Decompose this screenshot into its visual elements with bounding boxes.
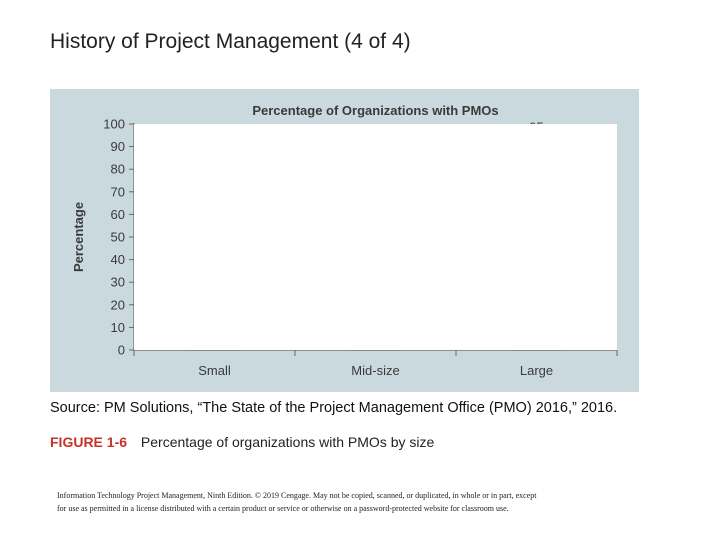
y-tick-label: 20 [111, 297, 125, 312]
figure-caption: FIGURE 1-6 Percentage of organizations w… [50, 434, 434, 450]
source-note: Source: PM Solutions, “The State of the … [50, 400, 618, 416]
y-tick-label: 100 [103, 117, 125, 132]
x-tick-label: Small [198, 363, 231, 378]
copyright-footer: Information Technology Project Managemen… [57, 489, 677, 515]
y-axis-label: Percentage [71, 202, 86, 272]
figure-label: FIGURE 1-6 [50, 434, 128, 450]
y-axis: 0 10 20 30 40 50 60 70 80 90 100 Percentage [71, 117, 135, 358]
y-tick-label: 0 [118, 343, 125, 358]
y-tick-label: 60 [111, 207, 125, 222]
figure-caption-text: Percentage of organizations with PMOs by… [140, 434, 435, 450]
x-axis: Small Mid-size Large [133, 349, 618, 378]
y-tick-label: 50 [111, 230, 125, 245]
y-tick-label: 70 [111, 184, 125, 199]
y-tick-label: 40 [111, 252, 125, 267]
y-tick-label: 10 [111, 320, 125, 335]
y-tick-label: 90 [111, 139, 125, 154]
x-tick-label: Large [520, 363, 553, 378]
bar-chart: 0 10 20 30 40 50 60 70 80 90 100 Percentage Small Mi… [71, 103, 618, 378]
footer-line-1: Information Technology Project Managemen… [57, 491, 537, 500]
plot-area [134, 124, 617, 350]
footer-line-2: for use as permitted in a license distri… [57, 504, 509, 513]
slide-title: History of Project Management (4 of 4) [50, 30, 411, 53]
chart-panel: 0 10 20 30 40 50 60 70 80 90 100 Percentage Small Mi… [50, 89, 639, 392]
y-tick-label: 80 [111, 162, 125, 177]
chart-title: Percentage of Organizations with PMOs [252, 103, 498, 118]
y-tick-label: 30 [111, 275, 125, 290]
x-tick-label: Mid-size [351, 363, 399, 378]
